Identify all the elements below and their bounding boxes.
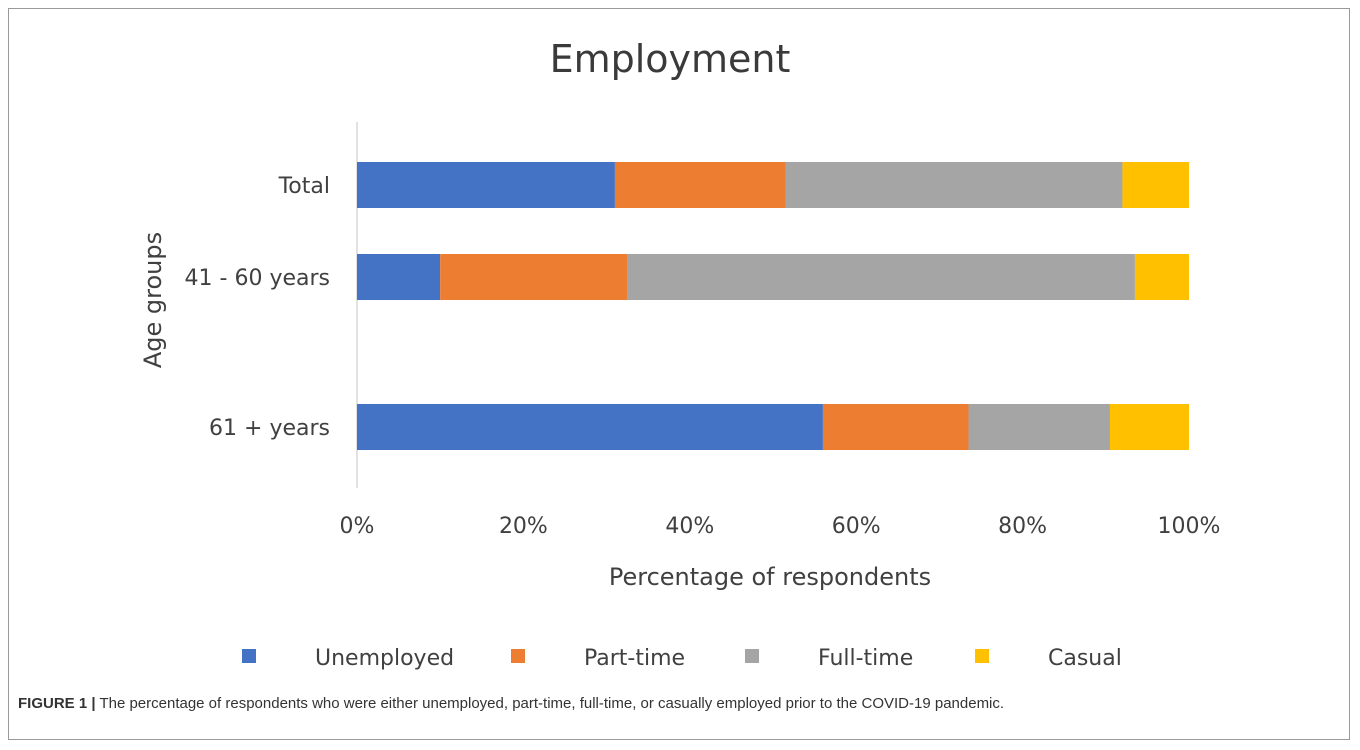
bar-part-time-1 [440,254,628,300]
bar-unemployed-0 [357,162,615,208]
chart-title: Employment [550,37,791,81]
category-label: Total [278,174,330,199]
employment-chart: Employment Total 41 - 60 years 61 + years 0%… [139,37,1221,671]
figure-caption: FIGURE 1 | The percentage of respondents… [18,695,1338,712]
legend-label-unemployed: Unemployed [315,646,454,671]
category-label: 61 + years [209,416,330,441]
x-tick-label: 80% [998,514,1047,539]
figure-frame [8,8,1350,740]
y-axis-title: Age groups [139,232,167,368]
bar-full-time-1 [627,254,1135,300]
bar-full-time-2 [968,404,1110,450]
bar-casual-0 [1122,162,1189,208]
legend-swatch-part-time [511,649,525,663]
x-tick-label: 100% [1158,514,1221,539]
bar-unemployed-2 [357,404,823,450]
legend-swatch-full-time [745,649,759,663]
legend-swatch-unemployed [242,649,256,663]
x-tick-label: 20% [499,514,548,539]
x-tick-label: 60% [832,514,881,539]
bar-full-time-0 [785,162,1123,208]
legend-label-casual: Casual [1048,646,1122,671]
caption-label: FIGURE 1 | [18,695,96,712]
bar-part-time-2 [822,404,969,450]
x-tick-label: 40% [665,514,714,539]
bar-unemployed-1 [357,254,441,300]
legend-label-full-time: Full-time [818,646,913,671]
bar-casual-1 [1134,254,1189,300]
legend-swatch-casual [975,649,989,663]
bar-part-time-0 [614,162,786,208]
x-axis-title: Percentage of respondents [609,563,931,591]
bar-casual-2 [1109,404,1189,450]
x-tick-label: 0% [340,514,375,539]
caption-text: The percentage of respondents who were e… [95,695,1005,712]
category-label: 41 - 60 years [185,266,330,291]
legend-label-part-time: Part-time [584,646,685,671]
